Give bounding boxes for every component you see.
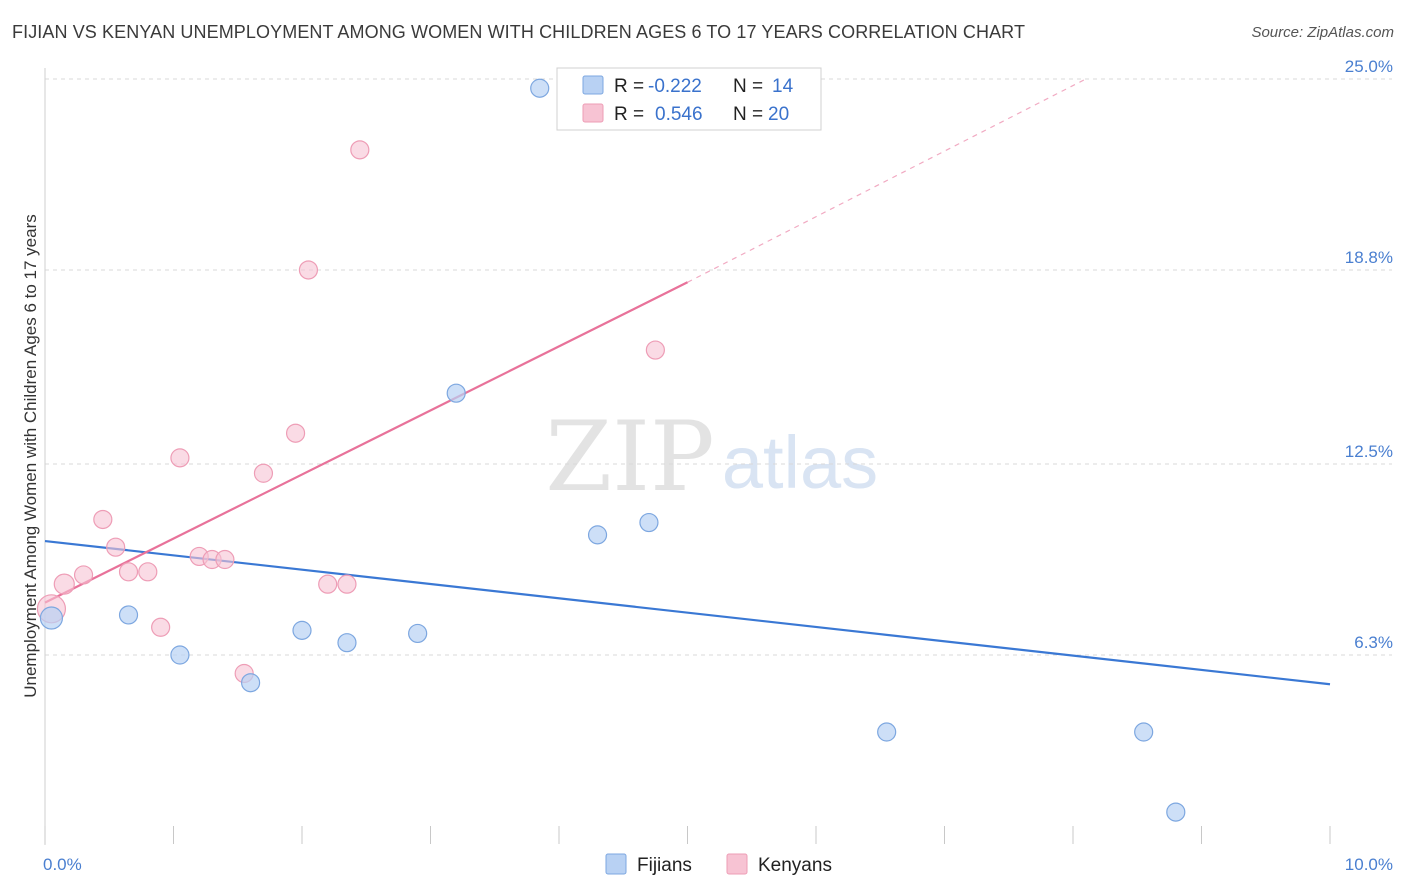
bottom-legend-label-kenyans: Kenyans: [758, 855, 832, 876]
kenyans-point: [645, 340, 665, 360]
fijians-point: [877, 722, 897, 742]
fijians-point: [337, 633, 357, 653]
kenyans-point: [215, 549, 235, 570]
bottom-legend-swatch-kenyans: [726, 853, 748, 875]
bottom-legend-swatch-fijians: [605, 853, 627, 875]
source-label: Source: ZipAtlas.com: [1251, 24, 1394, 41]
legend-r-label-fijians: R =: [614, 76, 644, 97]
fijians-point: [446, 383, 466, 403]
legend-r-value-fijians: -0.222: [648, 76, 702, 97]
kenyans-point: [285, 423, 306, 443]
chart-title: FIJIAN VS KENYAN UNEMPLOYMENT AMONG WOME…: [12, 22, 1026, 42]
y-tick-label: 6.3%: [1354, 633, 1393, 652]
fijians-point: [530, 78, 550, 98]
kenyans-trend-extension: [687, 78, 1087, 283]
kenyans-point: [138, 562, 158, 582]
kenyans-point: [318, 574, 338, 594]
watermark-atlas: atlas: [722, 421, 878, 504]
correlation-legend: R = -0.222 N = 14 R = 0.546 N = 20: [556, 67, 822, 131]
axis-layer: 6.3% 12.5% 18.8% 25.0% 0.0% 10.0%: [43, 57, 1393, 874]
fijians-point: [292, 620, 312, 640]
legend-r-value-kenyans: 0.546: [655, 104, 703, 125]
legend-n-value-kenyans: 20: [768, 104, 789, 125]
fijians-trend-line: [44, 539, 1331, 686]
trend-layer: [44, 78, 1331, 686]
fijians-point: [587, 525, 608, 545]
y-tick-label: 18.8%: [1345, 248, 1393, 267]
kenyans-point: [118, 562, 139, 582]
x-tick-label: 10.0%: [1345, 855, 1393, 874]
kenyans-point: [298, 260, 319, 280]
kenyans-point: [253, 463, 274, 483]
fijians-point: [408, 623, 428, 644]
fijians-point: [1134, 722, 1154, 742]
kenyans-point: [73, 565, 94, 585]
watermark-zip: ZIP: [545, 401, 714, 513]
x-tick-label: 0.0%: [43, 855, 82, 874]
series-legend: Fijians Kenyans: [605, 853, 832, 876]
fijians-point: [639, 512, 659, 533]
points-layer: [36, 78, 1186, 822]
legend-n-label-kenyans: N =: [733, 104, 763, 125]
kenyans-point: [350, 140, 370, 160]
grid-layer: [45, 78, 1392, 656]
fijians-point: [170, 645, 190, 665]
y-tick-label: 12.5%: [1345, 442, 1393, 461]
kenyans-point: [93, 509, 113, 530]
bottom-legend-label-fijians: Fijians: [637, 855, 692, 876]
kenyans-point: [337, 574, 357, 594]
fijians-point: [39, 606, 64, 630]
kenyans-trend-line: [44, 281, 688, 604]
legend-n-label-fijians: N =: [733, 76, 763, 97]
kenyans-point: [106, 537, 126, 557]
y-tick-label: 25.0%: [1345, 57, 1393, 76]
legend-swatch-fijians: [582, 75, 604, 95]
legend-n-value-fijians: 14: [772, 76, 794, 97]
fijians-point: [1166, 802, 1186, 822]
y-axis-label: Unemployment Among Women with Children A…: [21, 214, 40, 698]
legend-swatch-kenyans: [582, 103, 604, 123]
legend-r-label-kenyans: R =: [614, 104, 644, 125]
kenyans-point: [151, 617, 171, 637]
fijians-point: [118, 605, 139, 625]
fijians-point: [241, 673, 261, 693]
kenyans-point: [170, 448, 190, 468]
kenyans-point: [53, 573, 75, 595]
